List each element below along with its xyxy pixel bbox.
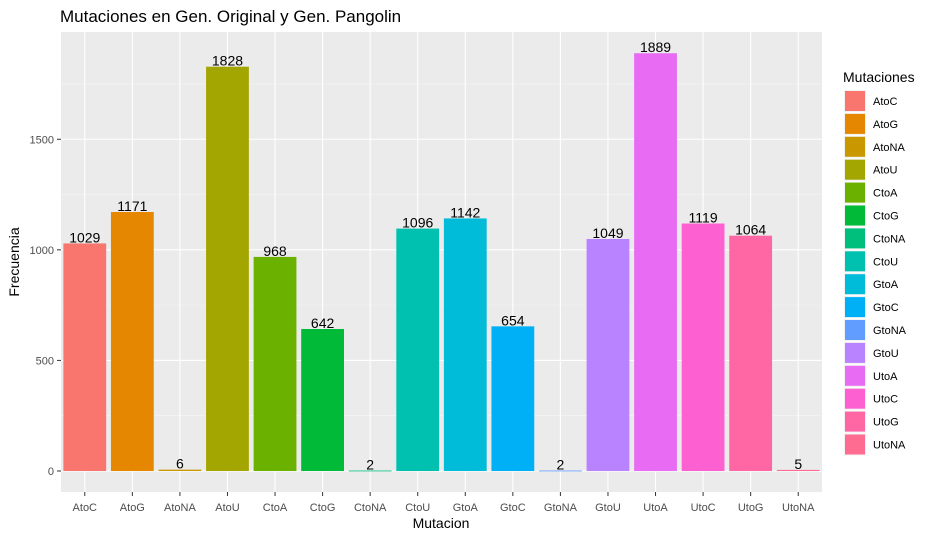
x-tick-label: AtoU xyxy=(215,502,240,514)
y-axis-ticks: 0 500 1000 1500 xyxy=(30,134,61,478)
bar-AtoU xyxy=(206,66,249,471)
legend-label-CtoU: CtoU xyxy=(873,256,898,268)
x-tick-label: GtoC xyxy=(500,502,526,514)
x-tick-label: CtoNA xyxy=(354,502,387,514)
data-label-CtoG: 642 xyxy=(311,315,335,331)
legend-swatch-UtoG xyxy=(845,411,865,432)
data-label-AtoNA: 6 xyxy=(176,456,184,472)
legend-label-UtoA: UtoA xyxy=(873,371,898,383)
y-tick-label: 0 xyxy=(48,466,54,478)
legend-label-AtoNA: AtoNA xyxy=(873,142,905,154)
legend-swatch-AtoG xyxy=(845,113,865,134)
y-tick-label: 500 xyxy=(36,355,54,367)
bar-AtoNA xyxy=(158,469,202,471)
legend-swatch-CtoNA xyxy=(845,228,865,249)
legend-label-GtoA: GtoA xyxy=(873,279,899,291)
data-label-UtoC: 1119 xyxy=(689,210,718,226)
x-tick-label: CtoG xyxy=(310,502,336,514)
bar-GtoC xyxy=(491,326,535,471)
x-tick-label: GtoNA xyxy=(544,502,578,514)
data-label-GtoC: 654 xyxy=(501,312,525,328)
bar-UtoNA xyxy=(776,469,820,471)
legend-swatch-AtoU xyxy=(845,159,865,180)
data-label-GtoU: 1049 xyxy=(592,225,623,241)
legend-swatch-AtoC xyxy=(845,91,865,111)
legend-label-CtoG: CtoG xyxy=(873,211,899,223)
data-label-CtoU: 1096 xyxy=(402,215,433,231)
x-tick-label: UtoNA xyxy=(782,502,815,514)
legend-title: Mutaciones xyxy=(843,69,915,85)
x-tick-label: AtoG xyxy=(120,502,145,514)
legend-swatch-CtoG xyxy=(845,205,865,226)
legend-swatch-UtoNA xyxy=(845,434,865,455)
legend-swatch-GtoC xyxy=(845,297,865,318)
data-labels: 1029 1171 6 1828 968 642 2 1096 1142 654 2 1049 1889… xyxy=(69,39,802,472)
legend-label-AtoU: AtoU xyxy=(873,165,898,177)
x-axis-title: Mutacion xyxy=(413,515,470,531)
legend-label-GtoC: GtoC xyxy=(873,302,899,314)
x-tick-label: CtoU xyxy=(405,502,430,514)
legend-swatch-CtoA xyxy=(845,182,865,203)
legend-swatch-UtoC xyxy=(845,388,865,409)
legend-label-GtoU: GtoU xyxy=(873,348,899,360)
y-axis-title: Frecuencia xyxy=(6,227,22,296)
x-tick-label: AtoC xyxy=(73,502,98,514)
legend-label-GtoNA: GtoNA xyxy=(873,325,907,337)
bar-CtoNA xyxy=(348,470,392,472)
data-label-UtoG: 1064 xyxy=(735,222,766,238)
x-tick-label: UtoA xyxy=(643,502,668,514)
y-tick-label: 1000 xyxy=(30,245,54,257)
legend-swatch-GtoA xyxy=(845,274,865,295)
x-tick-label: UtoG xyxy=(738,502,764,514)
bar-UtoG xyxy=(729,235,773,471)
data-label-CtoA: 968 xyxy=(263,243,287,259)
bar-CtoA xyxy=(253,256,297,471)
y-tick-label: 1500 xyxy=(30,134,54,146)
bar-CtoU xyxy=(396,228,440,471)
x-tick-label: UtoC xyxy=(691,502,716,514)
x-axis-ticks: AtoC AtoG AtoNA AtoU CtoA CtoG CtoNA CtoU GtoA Gt… xyxy=(73,492,815,514)
legend-swatch-AtoNA xyxy=(845,136,865,157)
bar-GtoA xyxy=(443,218,487,471)
chart-title: Mutaciones en Gen. Original y Gen. Pango… xyxy=(60,7,401,26)
data-label-CtoNA: 2 xyxy=(366,457,374,473)
legend-swatch-UtoA xyxy=(845,365,865,386)
legend-swatch-GtoU xyxy=(845,342,865,363)
data-label-AtoG: 1171 xyxy=(117,198,147,214)
legend-label-UtoC: UtoC xyxy=(873,394,898,406)
data-label-AtoC: 1029 xyxy=(69,229,100,245)
x-tick-label: AtoNA xyxy=(164,502,196,514)
bar-UtoC xyxy=(681,223,725,471)
legend-label-CtoNA: CtoNA xyxy=(873,233,906,245)
x-tick-label: GtoU xyxy=(595,502,621,514)
bar-CtoG xyxy=(301,329,344,471)
bar-GtoNA xyxy=(539,470,582,472)
legend-label-AtoG: AtoG xyxy=(873,119,898,131)
data-label-UtoA: 1889 xyxy=(640,39,671,55)
legend-label-CtoA: CtoA xyxy=(873,188,898,200)
legend-label-AtoC: AtoC xyxy=(873,96,898,108)
data-label-GtoNA: 2 xyxy=(557,457,565,473)
legend-swatch-CtoU xyxy=(845,251,865,272)
legend-swatch-GtoNA xyxy=(845,320,865,340)
bar-UtoA xyxy=(634,53,677,471)
legend-label-UtoNA: UtoNA xyxy=(873,440,906,452)
bar-GtoU xyxy=(586,239,630,471)
x-tick-label: CtoA xyxy=(263,502,288,514)
x-tick-label: GtoA xyxy=(453,502,479,514)
legend: Mutaciones AtoC AtoG AtoNA AtoU CtoA CtoG CtoN… xyxy=(843,69,915,456)
data-label-GtoA: 1142 xyxy=(450,204,480,220)
data-label-UtoNA: 5 xyxy=(794,456,802,472)
bar-AtoC xyxy=(63,243,107,471)
bar-AtoG xyxy=(110,212,154,471)
legend-label-UtoG: UtoG xyxy=(873,417,899,429)
data-label-AtoU: 1828 xyxy=(212,53,243,69)
bars xyxy=(63,53,820,472)
